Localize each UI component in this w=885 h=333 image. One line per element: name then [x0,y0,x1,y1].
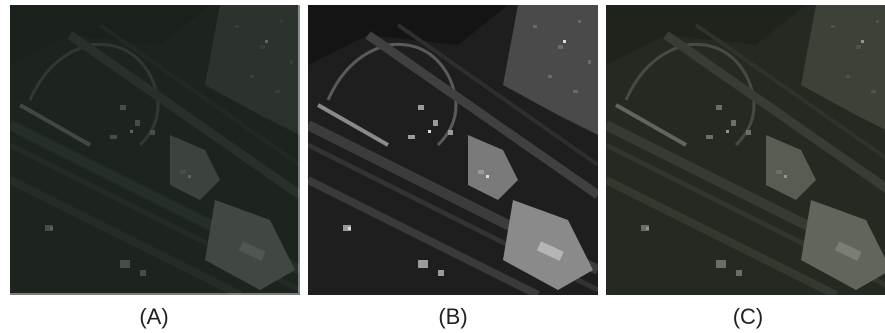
panel-label: (A) [139,304,168,329]
page: (A) (B) (C) (() => { const data = JSON.p… [0,0,885,333]
panel-label: (B) [438,304,467,329]
image-b [308,5,598,295]
image-c [606,5,885,295]
image-a [10,5,300,295]
panel-label: (C) [733,304,764,329]
figure: (A) (B) (C) [0,0,885,333]
